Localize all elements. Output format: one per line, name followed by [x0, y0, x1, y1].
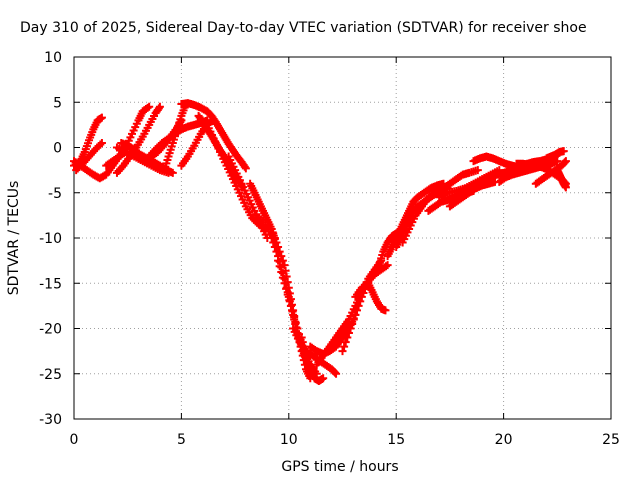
data-point	[164, 168, 173, 177]
data-point	[349, 315, 358, 324]
data-point	[346, 324, 355, 333]
data-point	[473, 166, 482, 175]
data-point	[280, 279, 289, 288]
data-point	[269, 229, 278, 238]
data-point	[154, 104, 163, 113]
data-point	[277, 252, 286, 261]
data-point	[282, 272, 291, 281]
y-axis-label: SDTVAR / TECUs	[6, 181, 22, 296]
data-point	[274, 256, 283, 265]
x-tick-label: 10	[280, 432, 298, 448]
data-point	[338, 347, 347, 356]
data-point	[275, 247, 284, 256]
data-points	[70, 99, 570, 385]
data-point	[381, 306, 390, 315]
data-point	[319, 374, 328, 383]
data-point	[559, 147, 568, 156]
y-tick-label: -30	[39, 412, 62, 428]
data-point	[383, 261, 392, 270]
x-tick-label: 5	[177, 432, 186, 448]
data-point	[298, 338, 307, 347]
data-point	[553, 157, 562, 166]
data-point	[290, 313, 299, 322]
y-tick-label: -20	[39, 322, 62, 338]
data-point	[351, 310, 360, 319]
data-point	[267, 224, 276, 233]
data-point	[97, 138, 106, 147]
data-point	[332, 369, 341, 378]
x-tick-label: 25	[602, 432, 620, 448]
axis-ticks: 0 5 10 15 20 25 10 5 0 -5 -10 -15 -20 -25 -30	[39, 50, 620, 448]
data-point	[272, 238, 281, 247]
x-tick-label: 0	[70, 432, 79, 448]
data-point	[96, 140, 105, 149]
data-point	[285, 296, 294, 305]
y-tick-label: -25	[39, 367, 62, 383]
data-point	[288, 307, 297, 316]
data-point	[283, 290, 292, 299]
y-tick-label: 10	[44, 50, 62, 66]
data-point	[280, 261, 289, 270]
data-point	[560, 158, 569, 167]
chart-title: Day 310 of 2025, Sidereal Day-to-day VTE…	[20, 20, 587, 36]
data-point	[145, 102, 154, 111]
data-point	[143, 103, 152, 112]
data-point	[275, 262, 284, 271]
data-point	[341, 338, 350, 347]
data-point	[281, 266, 290, 275]
data-point	[155, 102, 164, 111]
data-point	[348, 319, 357, 328]
data-point	[277, 267, 286, 276]
y-tick-label: -15	[39, 276, 62, 292]
data-point	[270, 234, 279, 242]
data-point	[286, 301, 295, 310]
x-tick-label: 20	[495, 432, 513, 448]
data-point	[381, 262, 390, 271]
data-point	[297, 333, 306, 342]
data-point	[97, 113, 106, 122]
data-point	[561, 157, 570, 166]
data-point	[241, 164, 250, 173]
data-point	[344, 329, 353, 338]
y-tick-label: 0	[53, 141, 62, 157]
data-point	[274, 243, 283, 252]
data-point	[356, 297, 365, 306]
data-point	[561, 183, 570, 192]
data-point	[340, 342, 349, 351]
x-tick-label: 15	[387, 432, 405, 448]
y-tick-label: 5	[53, 95, 62, 111]
data-point	[343, 333, 352, 342]
data-point	[354, 301, 363, 310]
data-point	[240, 162, 249, 171]
data-point	[352, 306, 361, 315]
data-point	[291, 318, 300, 327]
data-point	[278, 273, 287, 282]
y-tick-label: -5	[48, 186, 62, 202]
data-point	[330, 368, 339, 377]
data-point	[300, 347, 309, 356]
x-axis-label: GPS time / hours	[281, 459, 398, 475]
y-tick-label: -10	[39, 231, 62, 247]
data-point	[288, 300, 297, 309]
data-point	[286, 295, 295, 304]
data-point	[282, 284, 291, 293]
